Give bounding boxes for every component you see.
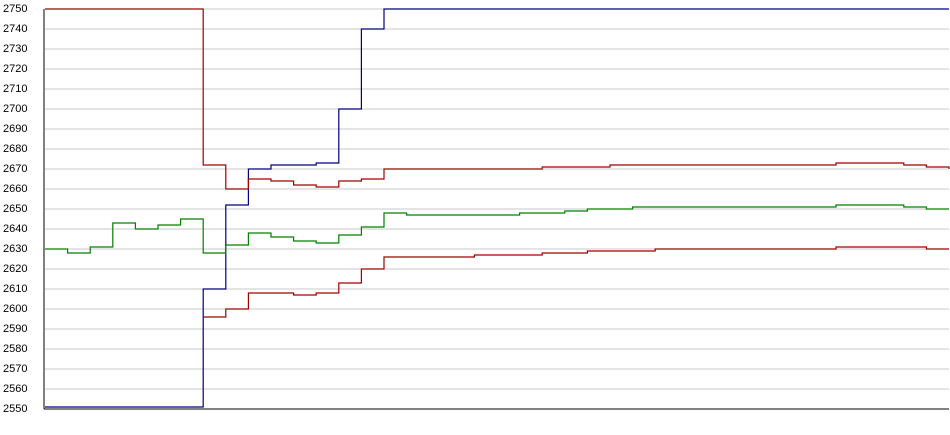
y-tick-label: 2720 xyxy=(3,63,27,75)
y-tick-label: 2670 xyxy=(3,163,27,175)
y-tick-label: 2580 xyxy=(3,343,27,355)
series-line xyxy=(203,246,949,318)
y-tick-label: 2640 xyxy=(3,223,27,235)
y-tick-label: 2690 xyxy=(3,123,27,135)
y-tick-label: 2620 xyxy=(3,263,27,275)
series-line xyxy=(45,204,949,254)
y-tick-label: 2590 xyxy=(3,323,27,335)
series-line xyxy=(45,8,949,408)
y-tick-label: 2730 xyxy=(3,43,27,55)
y-tick-label: 2660 xyxy=(3,183,27,195)
y-tick-label: 2700 xyxy=(3,103,27,115)
y-tick-label: 2680 xyxy=(3,143,27,155)
y-tick-label: 2550 xyxy=(3,403,27,415)
y-tick-label: 2630 xyxy=(3,243,27,255)
y-tick-label: 2710 xyxy=(3,83,27,95)
y-tick-label: 2740 xyxy=(3,23,27,35)
y-tick-label: 2600 xyxy=(3,303,27,315)
y-tick-label: 2610 xyxy=(3,283,27,295)
y-tick-label: 2650 xyxy=(3,203,27,215)
series-line xyxy=(45,8,950,190)
y-tick-label: 2570 xyxy=(3,363,27,375)
y-tick-label: 2560 xyxy=(3,383,27,395)
y-tick-label: 2750 xyxy=(3,3,27,15)
